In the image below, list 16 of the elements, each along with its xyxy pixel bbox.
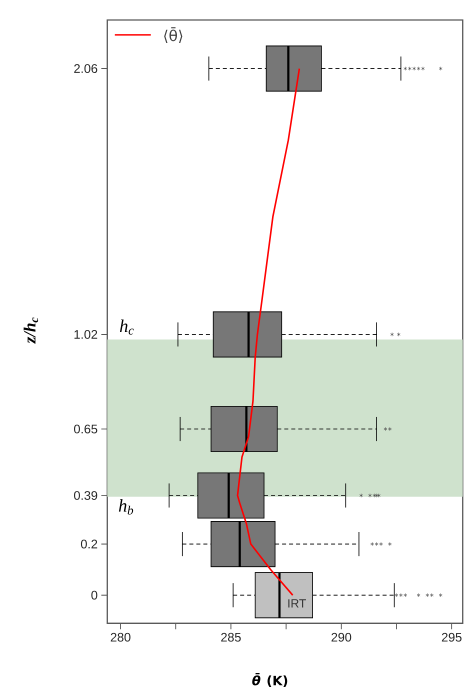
y-axis-title: z/h$_{c}$ bbox=[24, 318, 38, 344]
x-tick-label: 295 bbox=[442, 632, 462, 642]
y-tick-label: 2.06 bbox=[74, 64, 98, 73]
annotation: IRT bbox=[288, 599, 306, 608]
x-axis-title: θ̄ (K) bbox=[252, 673, 288, 687]
y-tick-label: 0 bbox=[91, 590, 98, 600]
y-tick-label: 0.65 bbox=[74, 424, 98, 434]
y-tick-label: 1.02 bbox=[74, 330, 98, 339]
annotation: h$_{b}$ bbox=[118, 499, 134, 515]
x-tick-label: 280 bbox=[110, 632, 130, 642]
y-tick-label: 0.39 bbox=[74, 491, 98, 500]
x-tick-label: 285 bbox=[221, 632, 241, 642]
y-tick-label: 0.2 bbox=[80, 540, 98, 548]
x-tick-label: 290 bbox=[332, 632, 352, 642]
legend-label: ⟨θ̄⟩ bbox=[164, 27, 182, 44]
annotation: h$_{c}$ bbox=[120, 319, 134, 335]
